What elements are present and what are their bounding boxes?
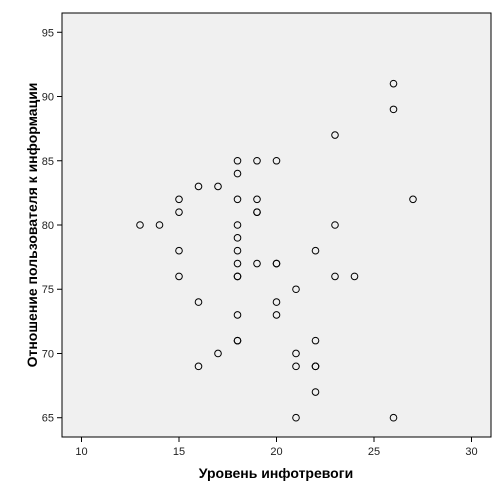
data-point <box>233 221 242 229</box>
x-tick-label: 30 <box>465 446 477 458</box>
y-tick-label: 75 <box>42 284 54 296</box>
data-point <box>194 362 203 371</box>
y-tick-label: 65 <box>42 413 54 425</box>
data-point <box>175 246 183 255</box>
data-point <box>136 221 144 229</box>
data-point <box>214 182 222 191</box>
data-point <box>389 79 398 88</box>
x-axis-title: Уровень инфотревоги <box>199 465 353 481</box>
data-point <box>253 156 261 165</box>
y-tick-label: 70 <box>42 348 54 360</box>
data-point <box>155 221 164 229</box>
data-point <box>253 208 261 216</box>
data-point <box>331 131 339 139</box>
data-point <box>253 195 261 204</box>
data-point <box>311 336 320 345</box>
y-tick-label: 90 <box>42 92 54 104</box>
x-tick-label: 15 <box>173 446 185 458</box>
data-point <box>409 195 417 204</box>
data-point <box>292 413 300 422</box>
y-axis: 65 70 75 80 85 90 95 <box>42 27 62 425</box>
y-tick-label: 95 <box>42 27 54 39</box>
data-point <box>331 221 339 229</box>
x-tick-label: 25 <box>368 446 380 458</box>
data-point <box>389 413 398 422</box>
data-point <box>233 246 242 255</box>
data-point <box>272 298 281 306</box>
data-point <box>272 259 281 268</box>
data-point <box>233 259 242 268</box>
data-points <box>136 79 417 422</box>
data-point <box>331 272 339 281</box>
data-point <box>233 272 242 281</box>
data-point <box>194 182 203 191</box>
data-point <box>311 388 320 396</box>
data-point <box>311 246 320 255</box>
data-point <box>311 362 320 371</box>
x-tick-label: 10 <box>75 446 87 458</box>
data-point <box>233 311 242 319</box>
data-point <box>194 298 203 306</box>
data-point <box>233 336 242 345</box>
data-point <box>233 195 242 204</box>
data-point <box>175 195 183 204</box>
y-tick-label: 85 <box>42 156 54 168</box>
data-point <box>272 156 281 165</box>
data-point <box>233 234 242 242</box>
data-point <box>253 259 261 268</box>
data-point <box>214 349 222 358</box>
data-point <box>389 105 398 114</box>
data-point <box>350 272 359 281</box>
y-axis-title: Отношение пользователя к информации <box>24 83 40 368</box>
data-point <box>292 362 300 371</box>
data-point <box>233 169 242 178</box>
x-axis: 10 15 20 25 30 <box>75 437 478 458</box>
data-point <box>233 156 242 165</box>
y-tick-label: 80 <box>42 220 54 232</box>
data-point <box>175 208 183 216</box>
data-point <box>292 349 300 358</box>
data-point <box>175 272 183 281</box>
data-point <box>292 285 300 294</box>
plot-area <box>61 12 492 438</box>
data-point <box>272 311 281 319</box>
x-tick-label: 20 <box>270 446 282 458</box>
